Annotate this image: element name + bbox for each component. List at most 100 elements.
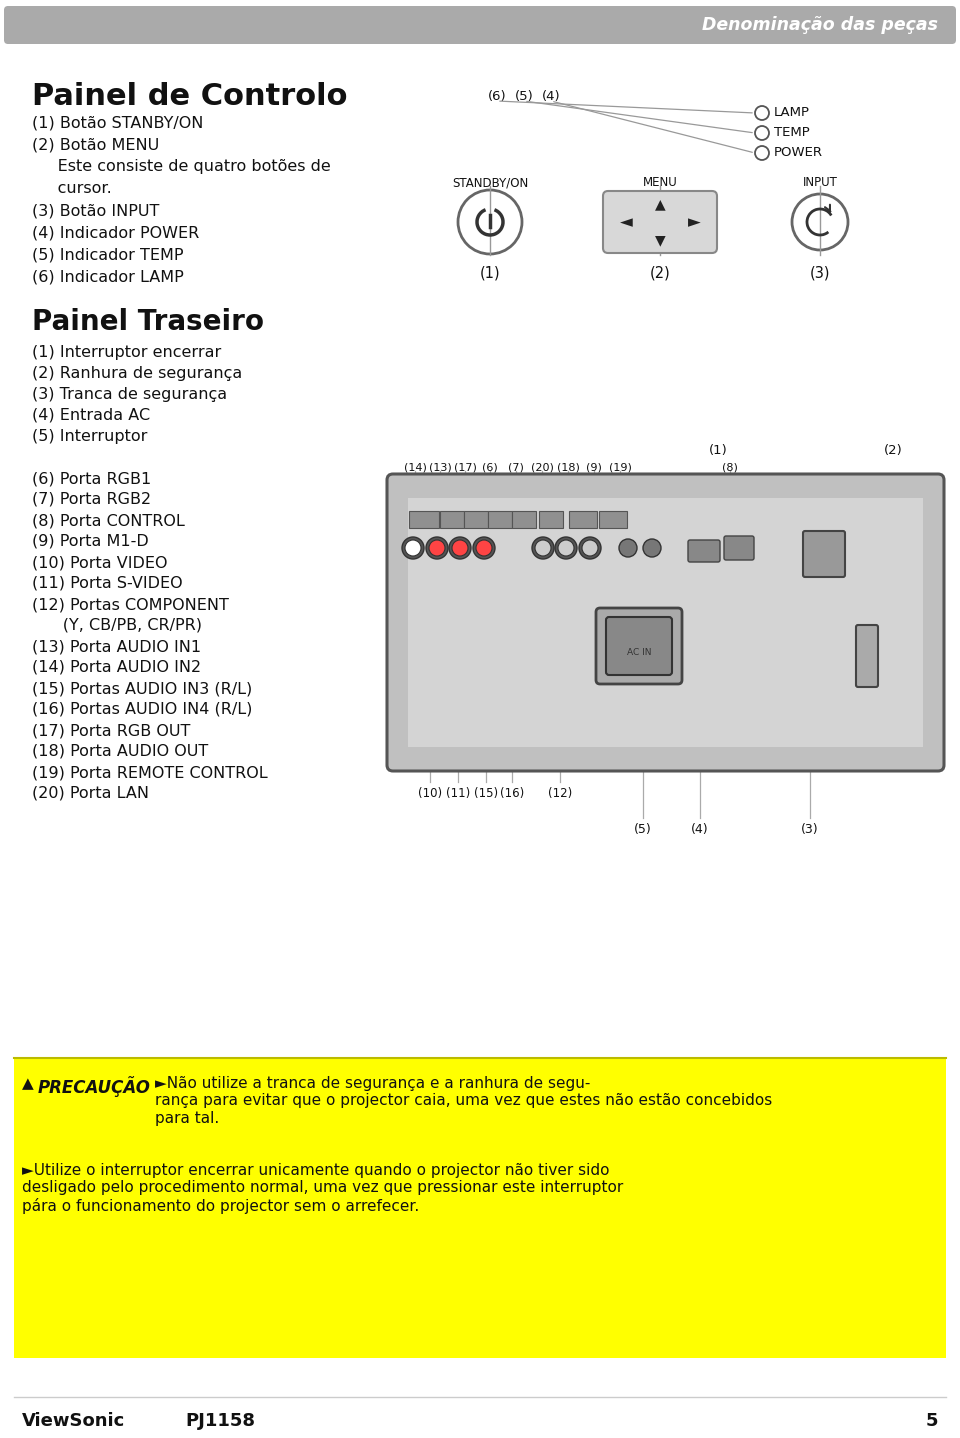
Text: ►Não utilize a tranca de segurança e a ranhura de segu-
rança para evitar que o : ►Não utilize a tranca de segurança e a r… — [155, 1076, 772, 1126]
Text: ViewSonic: ViewSonic — [22, 1412, 125, 1429]
Text: (9) Porta M1-D: (9) Porta M1-D — [32, 533, 149, 549]
Circle shape — [619, 539, 637, 557]
Text: STANDBY/ON: STANDBY/ON — [452, 175, 528, 188]
Text: (1): (1) — [480, 265, 500, 280]
Text: (7) Porta RGB2: (7) Porta RGB2 — [32, 492, 151, 508]
Text: (2) Ranhura de segurança: (2) Ranhura de segurança — [32, 367, 242, 381]
Text: (3) Botão INPUT: (3) Botão INPUT — [32, 203, 159, 219]
Text: MENU: MENU — [642, 175, 678, 188]
Circle shape — [452, 541, 468, 557]
FancyBboxPatch shape — [488, 510, 512, 528]
Text: (6) Porta RGB1: (6) Porta RGB1 — [32, 472, 152, 486]
Text: (12) Portas COMPONENT: (12) Portas COMPONENT — [32, 597, 228, 613]
FancyBboxPatch shape — [603, 191, 717, 253]
Text: (5): (5) — [635, 823, 652, 835]
Circle shape — [579, 536, 601, 559]
Text: (5): (5) — [515, 91, 534, 104]
Text: ◄: ◄ — [619, 213, 633, 232]
Text: (4): (4) — [691, 823, 708, 835]
Text: (13): (13) — [428, 462, 451, 472]
Text: (19): (19) — [609, 462, 632, 472]
Text: (18) Porta AUDIO OUT: (18) Porta AUDIO OUT — [32, 743, 208, 759]
Text: (16): (16) — [500, 787, 524, 800]
Text: PRECAUÇÃO: PRECAUÇÃO — [38, 1076, 151, 1097]
Text: INPUT: INPUT — [803, 175, 837, 188]
Text: (3): (3) — [809, 265, 830, 280]
Text: (13) Porta AUDIO IN1: (13) Porta AUDIO IN1 — [32, 638, 202, 654]
Text: Painel de Controlo: Painel de Controlo — [32, 82, 348, 111]
FancyBboxPatch shape — [387, 475, 944, 771]
Text: (16) Portas AUDIO IN4 (R/L): (16) Portas AUDIO IN4 (R/L) — [32, 702, 252, 718]
Text: (1): (1) — [708, 444, 728, 457]
FancyBboxPatch shape — [596, 608, 682, 684]
Text: (5) Interruptor: (5) Interruptor — [32, 429, 148, 444]
FancyBboxPatch shape — [512, 510, 536, 528]
Text: (Y, CB/PB, CR/PR): (Y, CB/PB, CR/PR) — [32, 618, 202, 633]
Text: (10): (10) — [418, 787, 442, 800]
FancyBboxPatch shape — [464, 510, 488, 528]
Text: Painel Traseiro: Painel Traseiro — [32, 308, 264, 336]
Text: (14): (14) — [403, 462, 426, 472]
Text: (4) Entrada AC: (4) Entrada AC — [32, 408, 150, 423]
Text: (19) Porta REMOTE CONTROL: (19) Porta REMOTE CONTROL — [32, 765, 268, 779]
Text: (1) Botão STANBY/ON: (1) Botão STANBY/ON — [32, 115, 204, 129]
Text: (3): (3) — [802, 823, 819, 835]
Circle shape — [473, 536, 495, 559]
Text: (3) Tranca de segurança: (3) Tranca de segurança — [32, 387, 228, 403]
Text: TEMP: TEMP — [774, 127, 809, 139]
Text: (2): (2) — [650, 265, 670, 280]
Text: (18): (18) — [557, 462, 580, 472]
FancyBboxPatch shape — [856, 626, 878, 687]
Text: (15): (15) — [474, 787, 498, 800]
Text: Este consiste de quatro botões de: Este consiste de quatro botões de — [32, 160, 331, 174]
FancyBboxPatch shape — [4, 6, 956, 45]
Circle shape — [558, 541, 574, 557]
Text: LAMP: LAMP — [774, 106, 810, 119]
Circle shape — [405, 541, 421, 557]
Text: POWER: POWER — [774, 147, 823, 160]
Text: (17): (17) — [453, 462, 476, 472]
Text: (20): (20) — [531, 462, 553, 472]
Text: (9): (9) — [586, 462, 602, 472]
Text: (17) Porta RGB OUT: (17) Porta RGB OUT — [32, 723, 190, 738]
Bar — [14, 1058, 946, 1357]
Circle shape — [476, 541, 492, 557]
FancyBboxPatch shape — [409, 510, 439, 528]
Text: (4) Indicador POWER: (4) Indicador POWER — [32, 224, 200, 240]
Text: ▲: ▲ — [655, 197, 665, 211]
Circle shape — [426, 536, 448, 559]
Text: (20) Porta LAN: (20) Porta LAN — [32, 787, 149, 801]
Text: (5) Indicador TEMP: (5) Indicador TEMP — [32, 247, 183, 262]
Text: PJ1158: PJ1158 — [185, 1412, 255, 1429]
Text: ▲: ▲ — [22, 1076, 34, 1091]
Text: (1) Interruptor encerrar: (1) Interruptor encerrar — [32, 345, 221, 360]
FancyBboxPatch shape — [440, 510, 464, 528]
Text: (8): (8) — [722, 462, 738, 472]
Text: (11) Porta S-VIDEO: (11) Porta S-VIDEO — [32, 577, 182, 591]
FancyBboxPatch shape — [606, 617, 672, 674]
Bar — [408, 498, 923, 746]
Text: ►: ► — [687, 213, 701, 232]
Text: (2): (2) — [883, 444, 902, 457]
Text: (4): (4) — [541, 91, 561, 104]
FancyBboxPatch shape — [569, 510, 597, 528]
Circle shape — [429, 541, 445, 557]
Text: ►Utilize o interruptor encerrar unicamente quando o projector não tiver sido
des: ►Utilize o interruptor encerrar unicamen… — [22, 1163, 623, 1214]
Text: (14) Porta AUDIO IN2: (14) Porta AUDIO IN2 — [32, 660, 202, 674]
FancyBboxPatch shape — [724, 536, 754, 559]
Text: (2) Botão MENU: (2) Botão MENU — [32, 137, 159, 152]
Text: Denominação das peças: Denominação das peças — [702, 16, 938, 35]
Text: (7): (7) — [508, 462, 524, 472]
Text: 5: 5 — [925, 1412, 938, 1429]
Text: (6) Indicador LAMP: (6) Indicador LAMP — [32, 269, 183, 283]
FancyBboxPatch shape — [539, 510, 563, 528]
FancyBboxPatch shape — [688, 541, 720, 562]
Text: (6): (6) — [482, 462, 498, 472]
Text: (8) Porta CONTROL: (8) Porta CONTROL — [32, 513, 184, 528]
Circle shape — [532, 536, 554, 559]
FancyBboxPatch shape — [803, 531, 845, 577]
Circle shape — [449, 536, 471, 559]
Text: (10) Porta VIDEO: (10) Porta VIDEO — [32, 555, 167, 569]
Text: (15) Portas AUDIO IN3 (R/L): (15) Portas AUDIO IN3 (R/L) — [32, 682, 252, 696]
Text: AC IN: AC IN — [627, 649, 651, 657]
